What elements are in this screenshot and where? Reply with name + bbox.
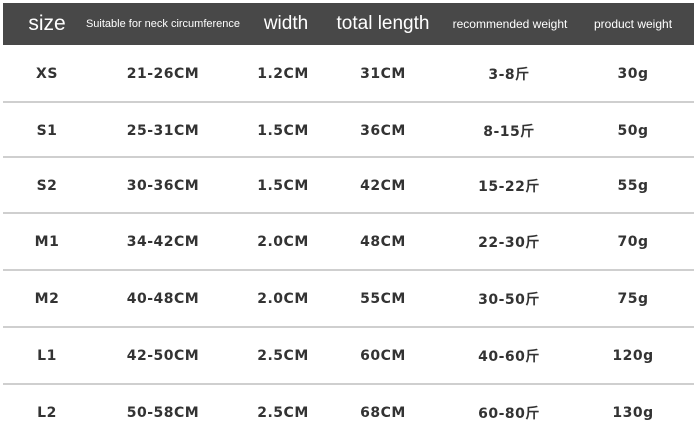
header-recommended-weight: recommended weight <box>452 17 568 31</box>
cell-neck: 34-42CM <box>126 233 200 250</box>
cell-neck: 25-31CM <box>126 122 200 139</box>
cell-width: 1.5CM <box>257 122 309 139</box>
cell-neck: 30-36CM <box>126 177 200 194</box>
cell-product-weight: 75g <box>617 290 649 307</box>
row-divider <box>3 326 694 328</box>
cell-recommended-weight: 40-60斤 <box>478 348 540 365</box>
table-row: XS 21-26CM 1.2CM 31CM 3-8斤 30g <box>3 45 694 102</box>
header-length: total length <box>336 13 430 34</box>
cell-recommended-weight: 15-22斤 <box>478 178 540 195</box>
cell-recommended-weight: 8-15斤 <box>483 123 535 140</box>
table-row: L2 50-58CM 2.5CM 68CM 60-80斤 130g <box>3 384 694 441</box>
cell-width: 1.5CM <box>257 177 309 194</box>
cell-neck: 42-50CM <box>126 347 200 364</box>
cell-product-weight: 130g <box>612 404 654 421</box>
cell-neck: 50-58CM <box>126 404 200 421</box>
row-divider <box>3 156 694 158</box>
cell-size: XS <box>36 65 58 82</box>
cell-product-weight: 55g <box>617 177 649 194</box>
cell-width: 2.0CM <box>257 233 309 250</box>
cell-length: 42CM <box>360 177 406 194</box>
cell-size: M2 <box>34 290 60 307</box>
cell-recommended-weight: 22-30斤 <box>478 234 540 251</box>
cell-width: 2.5CM <box>257 347 309 364</box>
cell-length: 68CM <box>360 404 406 421</box>
cell-recommended-weight: 3-8斤 <box>488 66 530 83</box>
header-size: size <box>28 12 66 35</box>
table-row: M2 40-48CM 2.0CM 55CM 30-50斤 75g <box>3 270 694 327</box>
cell-length: 36CM <box>360 122 406 139</box>
cell-recommended-weight: 30-50斤 <box>478 291 540 308</box>
header-neck: Suitable for neck circumference <box>85 18 241 30</box>
cell-size: S1 <box>36 122 58 139</box>
table-row: S1 25-31CM 1.5CM 36CM 8-15斤 50g <box>3 102 694 159</box>
table-row: S2 30-36CM 1.5CM 42CM 15-22斤 55g <box>3 157 694 214</box>
row-divider <box>3 269 694 271</box>
cell-product-weight: 70g <box>617 233 649 250</box>
row-divider <box>3 212 694 214</box>
row-divider <box>3 383 694 385</box>
cell-neck: 40-48CM <box>126 290 200 307</box>
cell-length: 48CM <box>360 233 406 250</box>
cell-product-weight: 120g <box>612 347 654 364</box>
cell-width: 1.2CM <box>257 65 309 82</box>
cell-length: 31CM <box>360 65 406 82</box>
cell-product-weight: 30g <box>617 65 649 82</box>
cell-size: M1 <box>34 233 60 250</box>
cell-product-weight: 50g <box>617 122 649 139</box>
cell-width: 2.0CM <box>257 290 309 307</box>
header-product-weight: product weight <box>593 17 673 31</box>
cell-width: 2.5CM <box>257 404 309 421</box>
table-row: L1 42-50CM 2.5CM 60CM 40-60斤 120g <box>3 327 694 384</box>
cell-length: 60CM <box>360 347 406 364</box>
header-width: width <box>263 13 309 34</box>
table-row: M1 34-42CM 2.0CM 48CM 22-30斤 70g <box>3 213 694 270</box>
cell-size: S2 <box>36 177 58 194</box>
table-header: size Suitable for neck circumference wid… <box>3 3 694 45</box>
row-divider <box>3 101 694 103</box>
cell-length: 55CM <box>360 290 406 307</box>
cell-neck: 21-26CM <box>126 65 200 82</box>
cell-recommended-weight: 60-80斤 <box>478 405 540 422</box>
cell-size: L2 <box>37 404 57 421</box>
cell-size: L1 <box>37 347 57 364</box>
